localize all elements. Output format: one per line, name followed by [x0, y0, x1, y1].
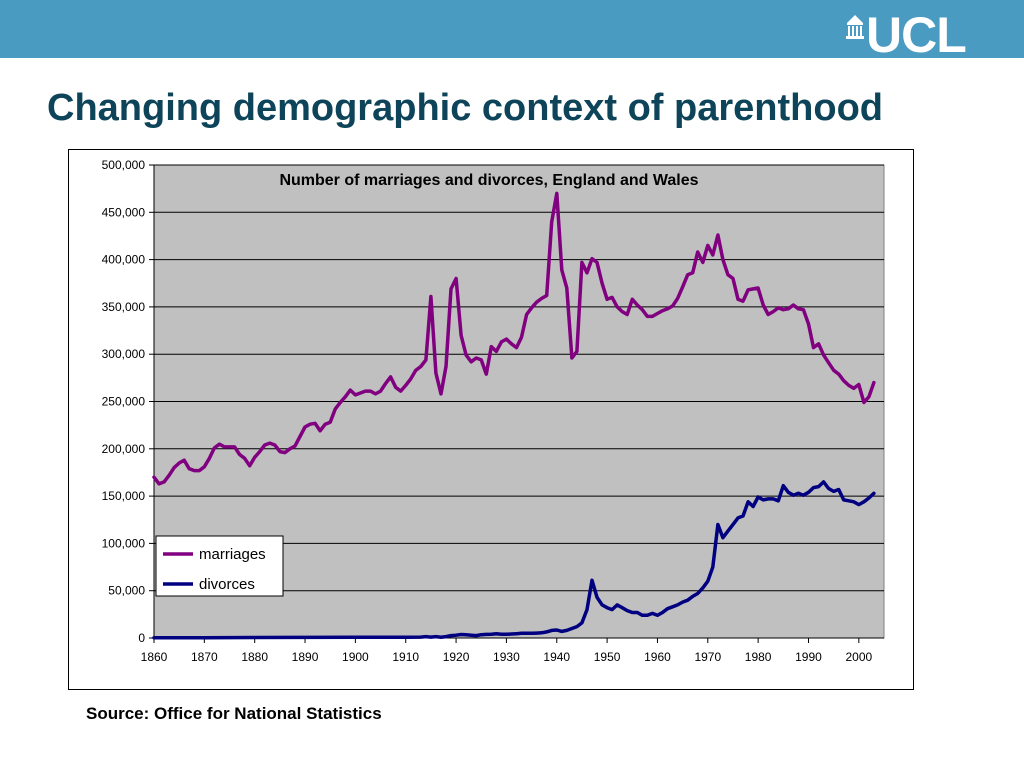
slide-title: Changing demographic context of parentho…	[47, 87, 883, 129]
x-tick-label: 1880	[241, 650, 268, 664]
y-tick-label: 100,000	[102, 536, 146, 550]
x-tick-label: 1980	[745, 650, 772, 664]
legend-label-divorces: divorces	[199, 576, 255, 593]
y-tick-label: 0	[138, 631, 145, 645]
portico-icon	[846, 15, 864, 39]
y-tick-label: 450,000	[102, 205, 146, 219]
source-note: Source: Office for National Statistics	[86, 704, 382, 723]
x-axis-ticks: 1860 1870 1880 1890 1900 1910 1920 1930 1940 1950…	[141, 637, 884, 664]
y-tick-label: 400,000	[102, 253, 146, 267]
y-tick-label: 350,000	[102, 300, 146, 314]
legend-label-marriages: marriages	[199, 546, 266, 563]
x-tick-label: 1870	[191, 650, 218, 664]
y-tick-label: 500,000	[102, 158, 146, 172]
x-tick-label: 2000	[845, 650, 872, 664]
x-tick-label: 1890	[292, 650, 319, 664]
x-tick-label: 1860	[141, 650, 168, 664]
chart-title: Number of marriages and divorces, Englan…	[279, 172, 698, 189]
x-tick-label: 1990	[795, 650, 822, 664]
x-tick-label: 1940	[543, 650, 570, 664]
x-tick-label: 1930	[493, 650, 520, 664]
y-tick-label: 300,000	[102, 347, 146, 361]
x-tick-label: 1920	[443, 650, 470, 664]
x-tick-label: 1970	[694, 650, 721, 664]
marriages-divorces-chart: 0 50,000 100,000 150,000 200,000 250,000 300,0…	[102, 158, 885, 664]
x-tick-label: 1900	[342, 650, 369, 664]
y-tick-label: 200,000	[102, 442, 146, 456]
series-line-marriages	[152, 191, 876, 486]
legend: marriages divorces	[155, 535, 284, 597]
y-tick-label: 50,000	[108, 584, 145, 598]
series-lines	[152, 191, 876, 640]
series-line-divorces	[152, 480, 876, 640]
x-tick-label: 1950	[594, 650, 621, 664]
x-tick-label: 1960	[644, 650, 671, 664]
legend-box	[155, 535, 284, 597]
y-tick-label: 250,000	[102, 395, 146, 409]
header-bar: UCL	[0, 0, 1024, 63]
chart-frame: 0 50,000 100,000 150,000 200,000 250,000 300,0…	[68, 149, 914, 690]
y-axis-ticks: 0 50,000 100,000 150,000 200,000 250,000 300,0…	[102, 158, 155, 645]
ucl-logo: UCL	[846, 7, 967, 63]
y-tick-label: 150,000	[102, 489, 146, 503]
logo-text: UCL	[866, 7, 967, 63]
x-tick-label: 1910	[392, 650, 419, 664]
